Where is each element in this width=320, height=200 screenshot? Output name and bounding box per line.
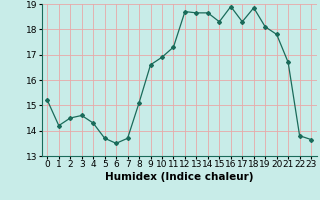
- X-axis label: Humidex (Indice chaleur): Humidex (Indice chaleur): [105, 172, 253, 182]
